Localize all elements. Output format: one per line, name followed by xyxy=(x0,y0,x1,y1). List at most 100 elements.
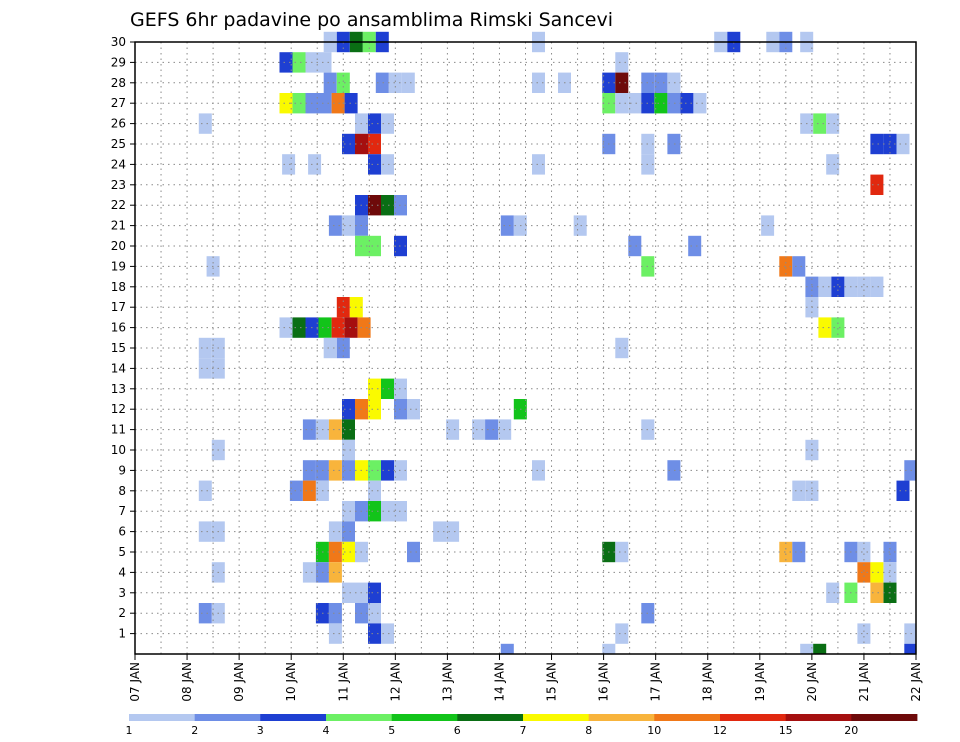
heatmap-cell xyxy=(342,419,355,440)
heatmap-cell xyxy=(870,276,884,297)
heatmap-cell xyxy=(328,460,342,481)
heatmap-cell xyxy=(857,562,871,583)
colorbar: 1 2 3 4 5 6 7 8 10 12 15 20 xyxy=(126,714,918,737)
heatmap-cell xyxy=(368,235,381,257)
heatmap-cell xyxy=(615,337,629,359)
y-tick-label: 13 xyxy=(111,382,126,396)
heatmap-cell xyxy=(279,93,293,114)
heatmap-cell xyxy=(331,317,345,338)
heatmap-cell xyxy=(792,480,806,501)
colorbar-label: 6 xyxy=(454,724,461,737)
heatmap-cell xyxy=(342,521,355,542)
heatmap-cell xyxy=(818,276,832,297)
heatmap-cell xyxy=(615,93,629,114)
colorbar-label: 2 xyxy=(191,724,198,737)
x-tick-label: 07 JAN xyxy=(128,662,142,702)
heatmap-cell xyxy=(407,399,420,420)
heatmap-cell xyxy=(279,52,293,73)
y-tick-label: 28 xyxy=(111,76,126,90)
heatmap-cell xyxy=(680,93,694,114)
heatmap-cell xyxy=(813,643,827,654)
y-tick-label: 21 xyxy=(111,219,126,233)
colorbar-swatch xyxy=(194,714,261,721)
heatmap-cell xyxy=(870,582,884,603)
y-tick-label: 29 xyxy=(111,55,126,69)
x-tick-label: 12 JAN xyxy=(388,662,402,702)
colorbar-label: 8 xyxy=(585,724,592,737)
heatmap-cell xyxy=(368,378,381,399)
colorbar-label: 12 xyxy=(713,724,727,737)
y-tick-label: 23 xyxy=(111,178,126,192)
heatmap-cell xyxy=(407,541,420,563)
heatmap-cell xyxy=(328,562,342,583)
y-tick-label: 6 xyxy=(118,525,126,539)
y-tick-label: 22 xyxy=(111,198,126,212)
heatmap-cell xyxy=(857,623,871,644)
y-tick-label: 24 xyxy=(111,157,126,171)
colorbar-label: 7 xyxy=(520,724,527,737)
heatmap-cell xyxy=(573,215,587,236)
y-tick-label: 9 xyxy=(118,463,126,477)
heatmap-cell xyxy=(328,215,342,236)
y-tick-label: 15 xyxy=(111,341,126,355)
heatmap-cell xyxy=(198,480,212,501)
colorbar-label: 3 xyxy=(257,724,264,737)
heatmap-cell xyxy=(368,603,381,624)
colorbar-label: 20 xyxy=(844,724,858,737)
x-tick-label: 19 JAN xyxy=(753,662,767,702)
heatmap-cell xyxy=(446,521,460,542)
y-tick-label: 25 xyxy=(111,137,126,151)
heatmap-cell xyxy=(357,317,371,338)
x-tick-label: 08 JAN xyxy=(180,662,194,702)
x-tick-label: 17 JAN xyxy=(649,662,663,702)
heatmap-cell xyxy=(792,256,806,277)
heatmap-cell xyxy=(667,72,681,93)
heatmap-cell xyxy=(628,235,642,257)
colorbar-swatch xyxy=(720,714,787,721)
heatmap-cell xyxy=(292,52,306,73)
heatmap-cell xyxy=(279,317,293,338)
y-tick-label: 12 xyxy=(111,402,126,416)
heatmap-cell xyxy=(198,603,212,624)
heatmap-cell xyxy=(904,643,916,654)
heatmap-cell xyxy=(381,154,394,175)
heatmap-cell xyxy=(302,480,316,501)
x-tick-label: 09 JAN xyxy=(232,662,246,702)
y-tick-label: 8 xyxy=(118,484,126,498)
heatmap-cell xyxy=(368,480,381,501)
heatmap-cell xyxy=(323,337,337,359)
heatmap-cell xyxy=(302,419,316,440)
x-tick-label: 18 JAN xyxy=(701,662,715,702)
heatmap-cell xyxy=(870,562,884,583)
x-tick-label: 10 JAN xyxy=(284,662,298,702)
y-tick-label: 19 xyxy=(111,259,126,273)
heatmap-cell xyxy=(472,419,486,440)
heatmap-cell xyxy=(792,541,806,563)
heatmap-cell xyxy=(368,113,381,134)
colorbar-swatch xyxy=(851,714,918,721)
x-tick-label: 11 JAN xyxy=(336,662,350,702)
heatmap-cell xyxy=(342,439,355,461)
y-tick-label: 26 xyxy=(111,117,126,131)
heatmap-cell xyxy=(615,623,629,644)
heatmap-cell xyxy=(368,582,381,603)
heatmap-cell xyxy=(602,643,616,654)
colorbar-label: 4 xyxy=(323,724,330,737)
y-tick-label: 16 xyxy=(111,321,126,335)
x-axis: 07 JAN 08 JAN 09 JAN 10 JAN 11 JAN 12 JAN 13 J… xyxy=(128,654,923,702)
heatmap-cell xyxy=(628,93,642,114)
heatmap-cell xyxy=(342,460,355,481)
heatmap-cell xyxy=(831,317,845,338)
heatmap-cell xyxy=(388,72,402,93)
heatmap-cell xyxy=(381,113,394,134)
heatmap-cell xyxy=(318,93,332,114)
colorbar-label: 5 xyxy=(388,724,395,737)
heatmap-cell xyxy=(368,399,381,420)
colorbar-swatch xyxy=(588,714,655,721)
heatmap-cell xyxy=(896,133,910,155)
heatmap-cell xyxy=(532,154,545,175)
colorbar-swatch xyxy=(391,714,458,721)
y-tick-label: 7 xyxy=(118,504,126,518)
heatmap-cell xyxy=(433,521,447,542)
